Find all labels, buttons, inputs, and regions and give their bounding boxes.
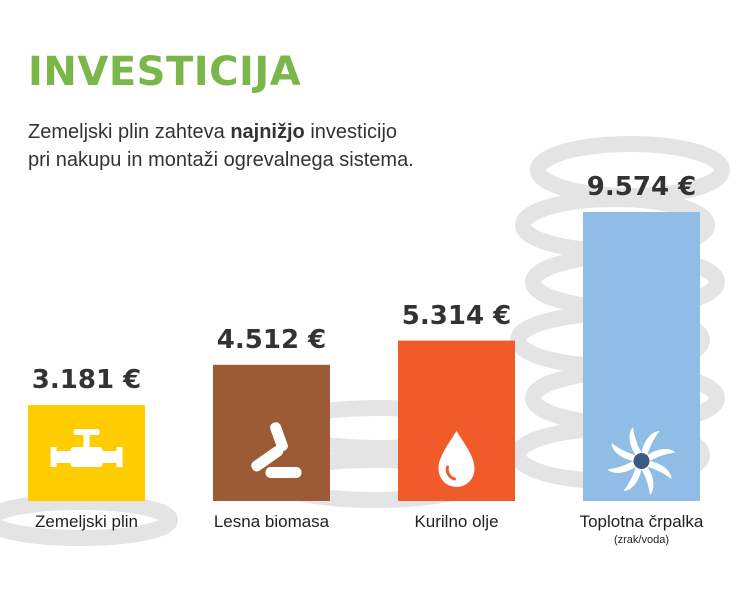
page-title: INVESTICIJA [28,49,302,95]
category-label: Toplotna črpalka [579,512,704,531]
bar-2 [213,364,330,501]
subtitle: Zemeljski plin zahteva najnižjo investic… [28,118,508,174]
bar-4 [583,212,700,501]
bar-value-label: 5.314 € [401,300,512,331]
subtitle-text-end: investicijo [304,121,398,143]
bar-value-label: 3.181 € [31,364,142,395]
bar-value-label: 4.512 € [216,324,327,355]
category-label: Kurilno olje [414,512,499,531]
subtitle-bold: najnižjo [230,121,305,143]
bar-value-label: 9.574 € [586,172,697,202]
subtitle-line2: pri nakupu in montaži ogrevalnega sistem… [28,149,414,171]
category-sublabel: (zrak/voda) [613,534,670,546]
subtitle-text: Zemeljski plin zahteva [28,121,231,143]
category-label: Lesna biomasa [213,512,330,531]
category-label: Zemeljski plin [35,512,138,531]
